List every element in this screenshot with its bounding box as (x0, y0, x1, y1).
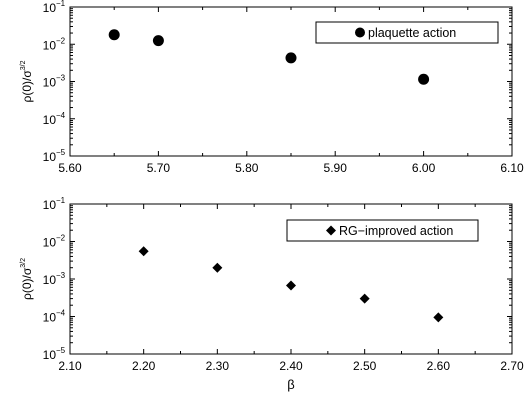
y-tick-exponent: −2 (56, 36, 66, 45)
x-tick-label: 2.20 (132, 359, 156, 373)
x-tick-label: 5.90 (324, 161, 348, 175)
legend: plaquette action (315, 21, 499, 44)
chart-panel-1: 5.60 5.70 5.80 5.90 6.00 6.1010−110−210−310−4… (20, 0, 524, 175)
legend-box (315, 21, 499, 44)
y-axis-label: ρ(0)/σ3/2 (20, 258, 34, 300)
y-tick-exponent: −3 (56, 74, 66, 83)
y-tick-label: 10 (43, 1, 57, 15)
y-tick-exponent: −5 (56, 346, 66, 355)
x-tick-label: 2.60 (427, 359, 451, 373)
y-tick-label: 10 (43, 236, 57, 250)
x-tick-label: 5.70 (147, 161, 171, 175)
legend: RG−improved action (286, 219, 479, 242)
data-point (418, 73, 430, 85)
x-tick-label: 2.30 (206, 359, 230, 373)
y-tick-exponent: −5 (56, 148, 66, 157)
x-tick-label: 5.60 (58, 161, 82, 175)
y-tick-label: 10 (43, 38, 57, 52)
x-tick-label: 5.80 (235, 161, 259, 175)
legend-label: RG−improved action (339, 224, 453, 238)
data-point (152, 35, 164, 47)
data-point (138, 246, 149, 257)
legend-marker (355, 27, 365, 38)
x-tick-label: 2.40 (279, 359, 303, 373)
legend-box (286, 219, 479, 242)
x-tick-label: 2.50 (353, 359, 377, 373)
y-tick-label: 10 (43, 311, 57, 325)
y-tick-exponent: −1 (56, 196, 66, 205)
y-tick-label: 10 (43, 113, 57, 127)
data-point (285, 52, 297, 64)
y-tick-label: 10 (43, 150, 57, 164)
data-point (212, 262, 223, 273)
y-tick-exponent: −1 (56, 0, 66, 8)
y-tick-label: 10 (43, 348, 57, 362)
x-tick-label: 2.10 (58, 359, 82, 373)
y-tick-label: 10 (43, 273, 57, 287)
x-tick-label: 6.00 (412, 161, 436, 175)
y-tick-label: 10 (43, 76, 57, 90)
y-tick-exponent: −2 (56, 234, 66, 243)
x-tick-label: 2.70 (500, 359, 524, 373)
y-tick-label: 10 (43, 198, 57, 212)
x-tick-label: 6.10 (500, 161, 524, 175)
data-point (286, 280, 296, 291)
chart-panel-2: 2.10 2.20 2.30 2.40 2.50 2.60 2.7010−110−210−3… (20, 196, 524, 392)
data-point (359, 293, 370, 304)
y-axis-label: ρ(0)/σ3/2 (20, 60, 34, 102)
legend-marker (326, 225, 336, 236)
data-point (108, 29, 120, 41)
y-tick-exponent: −4 (56, 111, 66, 120)
data-point (433, 312, 444, 323)
y-tick-exponent: −3 (56, 271, 66, 280)
x-axis-label: β (287, 377, 294, 392)
y-tick-exponent: −4 (56, 309, 66, 318)
legend-label: plaquette action (368, 26, 456, 40)
